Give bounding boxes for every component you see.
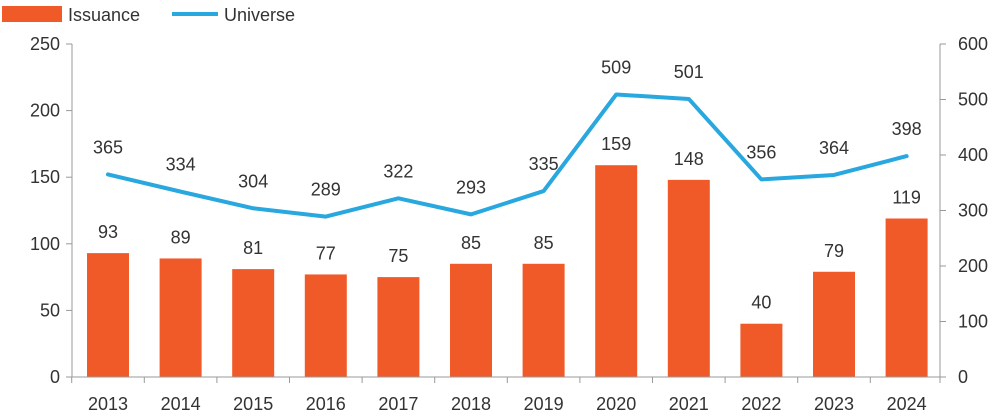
- universe-data-label: 356: [746, 142, 776, 162]
- issuance-data-label: 89: [171, 227, 191, 247]
- universe-data-label: 322: [383, 161, 413, 181]
- legend: Issuance Universe: [2, 5, 295, 25]
- right-axis-tick-label: 500: [958, 90, 988, 110]
- right-axis-tick-label: 300: [958, 201, 988, 221]
- universe-data-label: 334: [166, 155, 196, 175]
- universe-data-labels: 365 334 304 289 322 293 335 509 501 356 364 398: [93, 58, 922, 200]
- left-axis-tick-label: 0: [50, 367, 60, 387]
- left-axis-tick-label: 150: [30, 167, 60, 187]
- x-axis: 2013 2014 2015 2016 2017 2018 2019 2020 2021 2022…: [71, 376, 941, 414]
- left-axis-tick-label: 100: [30, 234, 60, 254]
- left-axis-tick-label: 250: [30, 34, 60, 54]
- right-axis-tick-label: 0: [958, 367, 968, 387]
- issuance-bars: [87, 165, 928, 377]
- issuance-data-labels: 93 89 81 77 75 85 85 159 148 40 79 119: [98, 134, 921, 313]
- issuance-bar: [522, 263, 565, 377]
- x-axis-tick-label: 2019: [524, 394, 564, 414]
- x-axis-tick-label: 2015: [233, 394, 273, 414]
- x-axis-tick-label: 2023: [814, 394, 854, 414]
- x-axis-tick-label: 2013: [88, 394, 128, 414]
- universe-line: [106, 92, 909, 219]
- issuance-bar: [304, 274, 347, 377]
- issuance-bar: [667, 179, 710, 377]
- issuance-bar: [232, 269, 275, 377]
- right-axis-tick-label: 100: [958, 312, 988, 332]
- left-axis-tick-label: 200: [30, 101, 60, 121]
- issuance-data-label: 85: [461, 233, 481, 253]
- issuance-bar: [450, 263, 492, 377]
- issuance-bar: [595, 165, 638, 377]
- legend-label-issuance: Issuance: [68, 5, 140, 25]
- issuance-data-label: 40: [751, 293, 771, 313]
- issuance-data-label: 77: [316, 243, 336, 263]
- x-axis-tick-label: 2018: [451, 394, 491, 414]
- issuance-data-label: 85: [534, 233, 554, 253]
- x-axis-tick-label: 2022: [741, 394, 781, 414]
- left-axis: 0 50 100 150 200 250: [30, 34, 73, 387]
- right-axis-tick-label: 200: [958, 256, 988, 276]
- universe-data-label: 365: [93, 137, 123, 157]
- universe-data-label: 364: [819, 138, 849, 158]
- issuance-data-label: 93: [98, 222, 118, 242]
- x-axis-tick-label: 2014: [161, 394, 201, 414]
- universe-data-label: 335: [529, 154, 559, 174]
- issuance-data-label: 119: [892, 187, 921, 207]
- issuance-data-label: 81: [243, 238, 263, 258]
- issuance-bar: [740, 323, 783, 377]
- issuance-data-label: 159: [601, 134, 631, 154]
- x-axis-tick-label: 2021: [669, 394, 709, 414]
- issuance-bar: [377, 277, 420, 377]
- issuance-data-label: 75: [388, 246, 408, 266]
- issuance-bar: [813, 271, 855, 377]
- x-axis-tick-label: 2016: [306, 394, 346, 414]
- universe-data-label: 501: [674, 62, 704, 82]
- x-axis-tick-label: 2017: [378, 394, 418, 414]
- issuance-bar: [159, 258, 202, 377]
- legend-swatch-issuance: [2, 6, 62, 22]
- universe-data-label: 398: [892, 119, 922, 139]
- issuance-bar: [885, 218, 928, 377]
- universe-data-label: 293: [456, 177, 486, 197]
- universe-data-label: 509: [601, 58, 631, 78]
- universe-data-label: 289: [311, 180, 341, 200]
- universe-line-group: [106, 92, 909, 219]
- x-axis-tick-label: 2020: [596, 394, 636, 414]
- right-axis: 0 100 200 300 400 500 600: [939, 34, 988, 387]
- issuance-bar: [87, 253, 129, 377]
- legend-label-universe: Universe: [224, 5, 295, 25]
- issuance-data-label: 79: [824, 241, 844, 261]
- issuance-data-label: 148: [674, 149, 704, 169]
- universe-data-label: 304: [238, 171, 268, 191]
- left-axis-tick-label: 50: [40, 300, 60, 320]
- x-axis-tick-label: 2024: [887, 394, 927, 414]
- right-axis-tick-label: 600: [958, 34, 988, 54]
- right-axis-tick-label: 400: [958, 145, 988, 165]
